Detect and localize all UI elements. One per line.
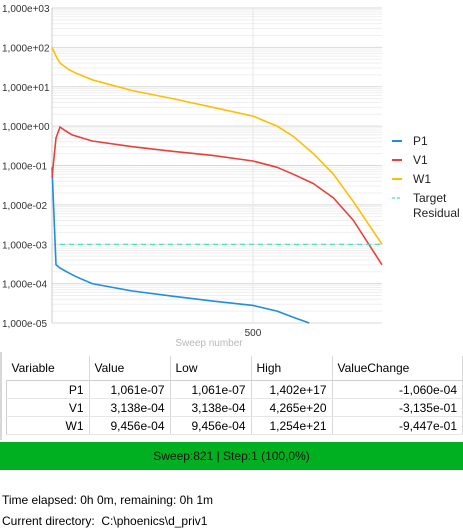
variable-table: Variable Value Low High ValueChange P1 1… xyxy=(6,356,463,435)
y-tick-label: 1,000e+01 xyxy=(2,83,50,94)
cell-variable: V1 xyxy=(6,398,90,417)
cell-value: 1,061e-07 xyxy=(89,380,171,399)
legend-label: P1 xyxy=(413,134,428,148)
cell-valuechange: -1,060e-04 xyxy=(332,380,463,399)
status-text: Sweep:821 | Step:1 (100,0%) xyxy=(153,449,310,463)
current-directory-text: Current directory: C:\phoenics\d_priv1 xyxy=(2,514,207,528)
legend-label: W1 xyxy=(413,172,431,186)
y-tick-label: 1,000e+00 xyxy=(2,122,50,133)
residual-chart: 1,000e+03 1,000e+02 1,000e+01 1,000e+00 1,00… xyxy=(2,4,460,349)
cell-value: 9,456e-04 xyxy=(89,416,171,435)
y-tick-label: 1,000e-01 xyxy=(2,162,47,173)
column-header-value[interactable]: Value xyxy=(89,356,171,381)
x-axis-title: Sweep number xyxy=(175,338,243,349)
cell-variable: W1 xyxy=(6,416,90,435)
legend-label: V1 xyxy=(413,153,428,167)
cell-high: 1,254e+21 xyxy=(251,416,333,435)
legend-label: Target xyxy=(413,191,447,205)
table-edge xyxy=(0,352,2,440)
time-elapsed-text: Time elapsed: 0h 0m, remaining: 0h 1m xyxy=(2,493,213,507)
column-header-high[interactable]: High xyxy=(251,356,333,381)
current-directory-label: Current directory: C:\phoenics\d_priv1 xyxy=(2,514,208,528)
column-header-low[interactable]: Low xyxy=(170,356,252,381)
cell-variable: P1 xyxy=(6,380,90,399)
residual-chart-svg: 1,000e+03 1,000e+02 1,000e+01 1,000e+00 1,00… xyxy=(2,4,460,349)
y-tick-label: 1,000e-04 xyxy=(2,280,47,291)
y-tick-label: 1,000e-03 xyxy=(2,240,47,251)
cell-valuechange: -9,447e-01 xyxy=(332,416,463,435)
y-tick-label: 1,000e-05 xyxy=(2,319,47,330)
column-header-valuechange[interactable]: ValueChange xyxy=(332,356,463,381)
table-row[interactable]: V1 3,138e-04 3,138e-04 4,265e+20 -3,135e… xyxy=(6,398,463,417)
progress-status-bar: Sweep:821 | Step:1 (100,0%) xyxy=(0,442,463,470)
y-tick-label: 1,000e+02 xyxy=(2,43,50,54)
table-header-row: Variable Value Low High ValueChange xyxy=(6,356,463,381)
y-tick-label: 1,000e+03 xyxy=(2,4,50,15)
cell-valuechange: -3,135e-01 xyxy=(332,398,463,417)
cell-low: 9,456e-04 xyxy=(170,416,252,435)
cell-high: 1,402e+17 xyxy=(251,380,333,399)
series-line-p1 xyxy=(51,167,310,324)
cell-low: 3,138e-04 xyxy=(170,398,252,417)
series-line-v1 xyxy=(51,126,383,266)
cell-low: 1,061e-07 xyxy=(170,380,252,399)
series-line-w1 xyxy=(51,47,383,245)
column-header-variable[interactable]: Variable xyxy=(6,356,90,381)
table-row[interactable]: P1 1,061e-07 1,061e-07 1,402e+17 -1,060e… xyxy=(6,380,463,399)
cell-high: 4,265e+20 xyxy=(251,398,333,417)
legend-label: Residual xyxy=(413,206,460,220)
cell-value: 3,138e-04 xyxy=(89,398,171,417)
table-row[interactable]: W1 9,456e-04 9,456e-04 1,254e+21 -9,447e… xyxy=(6,416,463,435)
y-tick-label: 1,000e-02 xyxy=(2,201,47,212)
x-tick-label: 500 xyxy=(245,328,262,339)
